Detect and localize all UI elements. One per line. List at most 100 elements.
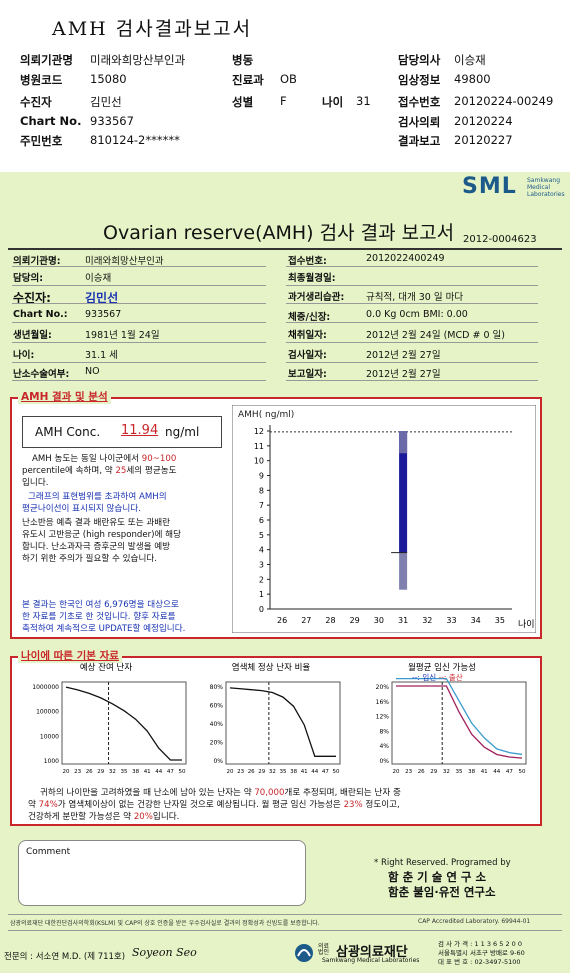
y-tick-label: 3 [259,561,264,570]
x-tick-label: 23 [74,769,81,775]
sample-value-4: 2012년 2월 24일 (MCD # 0 일) [366,330,505,341]
patient-value-6: NO [85,366,100,377]
x-tick-label: 38 [132,769,139,775]
header-label-2-0: 수진자 [20,95,52,109]
x-tick-label: 41 [301,769,308,775]
header-value-1-1: OB [280,72,297,86]
comment-label: Comment [26,847,71,857]
y-tick-label: 10000 [40,733,59,740]
age-summary-2: 약 74%가 염색체이상이 없는 건강한 난자일 것으로 예상됩니다. 월 평균… [28,800,400,810]
header-value-3-0: 933567 [90,114,134,128]
amh-bar-lower [399,552,408,590]
age-summary-1: 귀하의 나이만을 고려하였을 때 난소에 남아 있는 난자는 약 70,000개… [40,788,401,798]
y-tick-label: 16% [376,699,390,706]
sample-value-2: 규칙적, 대개 30 일 마다 [366,292,464,303]
report-title: Ovarian reserve(AMH) 검사 결과 보고서 [103,222,455,244]
patient-value-2: 김민선 [85,291,119,305]
y-tick-label: 20% [210,740,224,747]
x-tick-label: 47 [167,769,174,775]
amh-text-8: 합니다. 난소과자극 증후군의 발생을 예방 [22,542,171,552]
patient-value-3: 933567 [85,309,122,320]
report-number: 2012-0004623 [463,234,537,245]
amh-text-4: 그래프의 표현범위를 초과하여 AMH의 [28,492,167,502]
x-tick-label: 47 [322,769,329,775]
amh-text-1: AMH 농도는 동일 나이군에서 90~100 [32,454,177,464]
y-tick-label: 4% [379,743,389,750]
age-label: 나이 [322,95,344,109]
x-tick-label: 32 [109,769,116,775]
patient-rule-3 [12,322,266,323]
sample-label-0: 접수번호: [288,256,327,267]
patient-rule-4 [12,342,266,343]
doctor-text: 전문의 : 서소연 M.D. (제 711호) [4,952,126,962]
normal-egg-ratio-chart: 염색체 정상 난자 비율 80% 60% 40% 20% 0% 20 23 26 29 32 35 38… [210,662,341,775]
x-tick-label: 44 [155,769,162,775]
plot-area [225,681,341,765]
y-tick-label: 1 [259,590,264,599]
sample-label-5: 검사일자: [288,350,327,361]
x-tick-label: 35 [495,616,505,625]
foundation-contact: 검 사 가 격 : 1 1 3 6 5 2 0 0 서울특별시 서초구 방배로 9… [438,940,525,966]
y-tick-label: 7 [259,501,264,510]
y-tick-label: 9 [259,472,264,481]
header-label-0-1: 병동 [232,53,254,67]
y-tick-label: 5 [259,531,264,540]
header-label-1-2: 임상정보 [398,73,441,87]
x-tick-label: 41 [481,769,488,775]
rights-line3: 함춘 불임·유전 연구소 [388,885,496,899]
x-tick-label: 23 [405,769,412,775]
amh-text-9: 하기 위한 주의가 필요할 수 있습니다. [22,554,157,564]
x-tick-label: 20 [63,769,70,775]
sample-rule-3 [286,322,538,323]
x-tick-label: 44 [493,769,500,775]
sml-logo-sub: Samkwang Medical Laboratories [527,177,565,198]
y-tick-label: 1000 [44,758,59,765]
sample-value-3: 0.0 Kg 0cm BMI: 0.00 [366,309,468,320]
header-label-2-1: 성별 [232,95,254,109]
x-tick-label: 34 [471,616,481,625]
x-tick-label: 35 [456,769,463,775]
patient-rule-2 [12,303,266,304]
sml-logo: SML [462,174,517,199]
age-section-title: 나이에 따른 기본 자료 [18,648,122,663]
sample-label-4: 채취일자: [288,330,327,341]
patient-value-4: 1981년 1월 24일 [85,330,160,341]
y-tick-label: 2 [259,575,264,584]
x-tick-label: 32 [443,769,450,775]
y-tick-label: 0 [259,605,264,614]
x-tick-label: 32 [422,616,432,625]
x-tick-label: 20 [393,769,400,775]
sample-rule-4 [286,342,538,343]
amh-bar-upper [399,431,408,454]
amh-value: 11.94 [121,423,159,438]
amh-text-5: 평균나이선이 표시되지 않습니다. [22,504,141,514]
x-tick-label: 26 [86,769,93,775]
cert-text: 삼광의료재단 대한진단검사의학회(KSLM) 및 CAP의 상호 인증을 받은 … [10,920,320,927]
y-tick-label: 8% [379,728,389,735]
amh-section-title: AMH 결과 및 분석 [18,389,111,404]
x-tick-label: 29 [430,769,437,775]
doctor-signature: Soyeon Seo [132,946,197,959]
amh-text-2: percentile에 속하며, 약 25세의 평균농도 [22,466,177,476]
pregnancy-chart: 월평균 임신 가능성 20% 16% 12% 8% 4% 0% 20 23 26 29 32 35 38 4… [376,662,527,775]
header-value-4-2: 20120227 [454,133,513,147]
foundation-logo-icon [292,942,316,964]
x-tick-label: 27 [301,616,311,625]
age-summary-3: 건강하게 분만할 가능성은 약 20%입니다. [28,812,180,822]
header-value-2-0: 김민선 [90,95,122,109]
amh-label: AMH Conc. [35,425,101,439]
series-line-0 [396,677,523,756]
foundation-prefix: 의료 법인 [318,943,330,956]
x-tick-label: 20 [227,769,234,775]
header-label-4-2: 결과보고 [398,134,441,148]
patient-value-1: 이승재 [85,273,112,284]
header-value-0-2: 이승재 [454,53,486,67]
header-value-4-0: 810124-2****** [90,133,180,147]
chart-title: 염색체 정상 난자 비율 [232,662,311,673]
y-tick-label: 100000 [36,709,59,716]
patient-label-5: 나이: [13,350,35,361]
y-tick-label: 11 [254,442,264,451]
patient-rule-6 [12,380,266,381]
x-tick-label: 31 [398,616,408,625]
y-tick-label: 10 [254,457,264,466]
